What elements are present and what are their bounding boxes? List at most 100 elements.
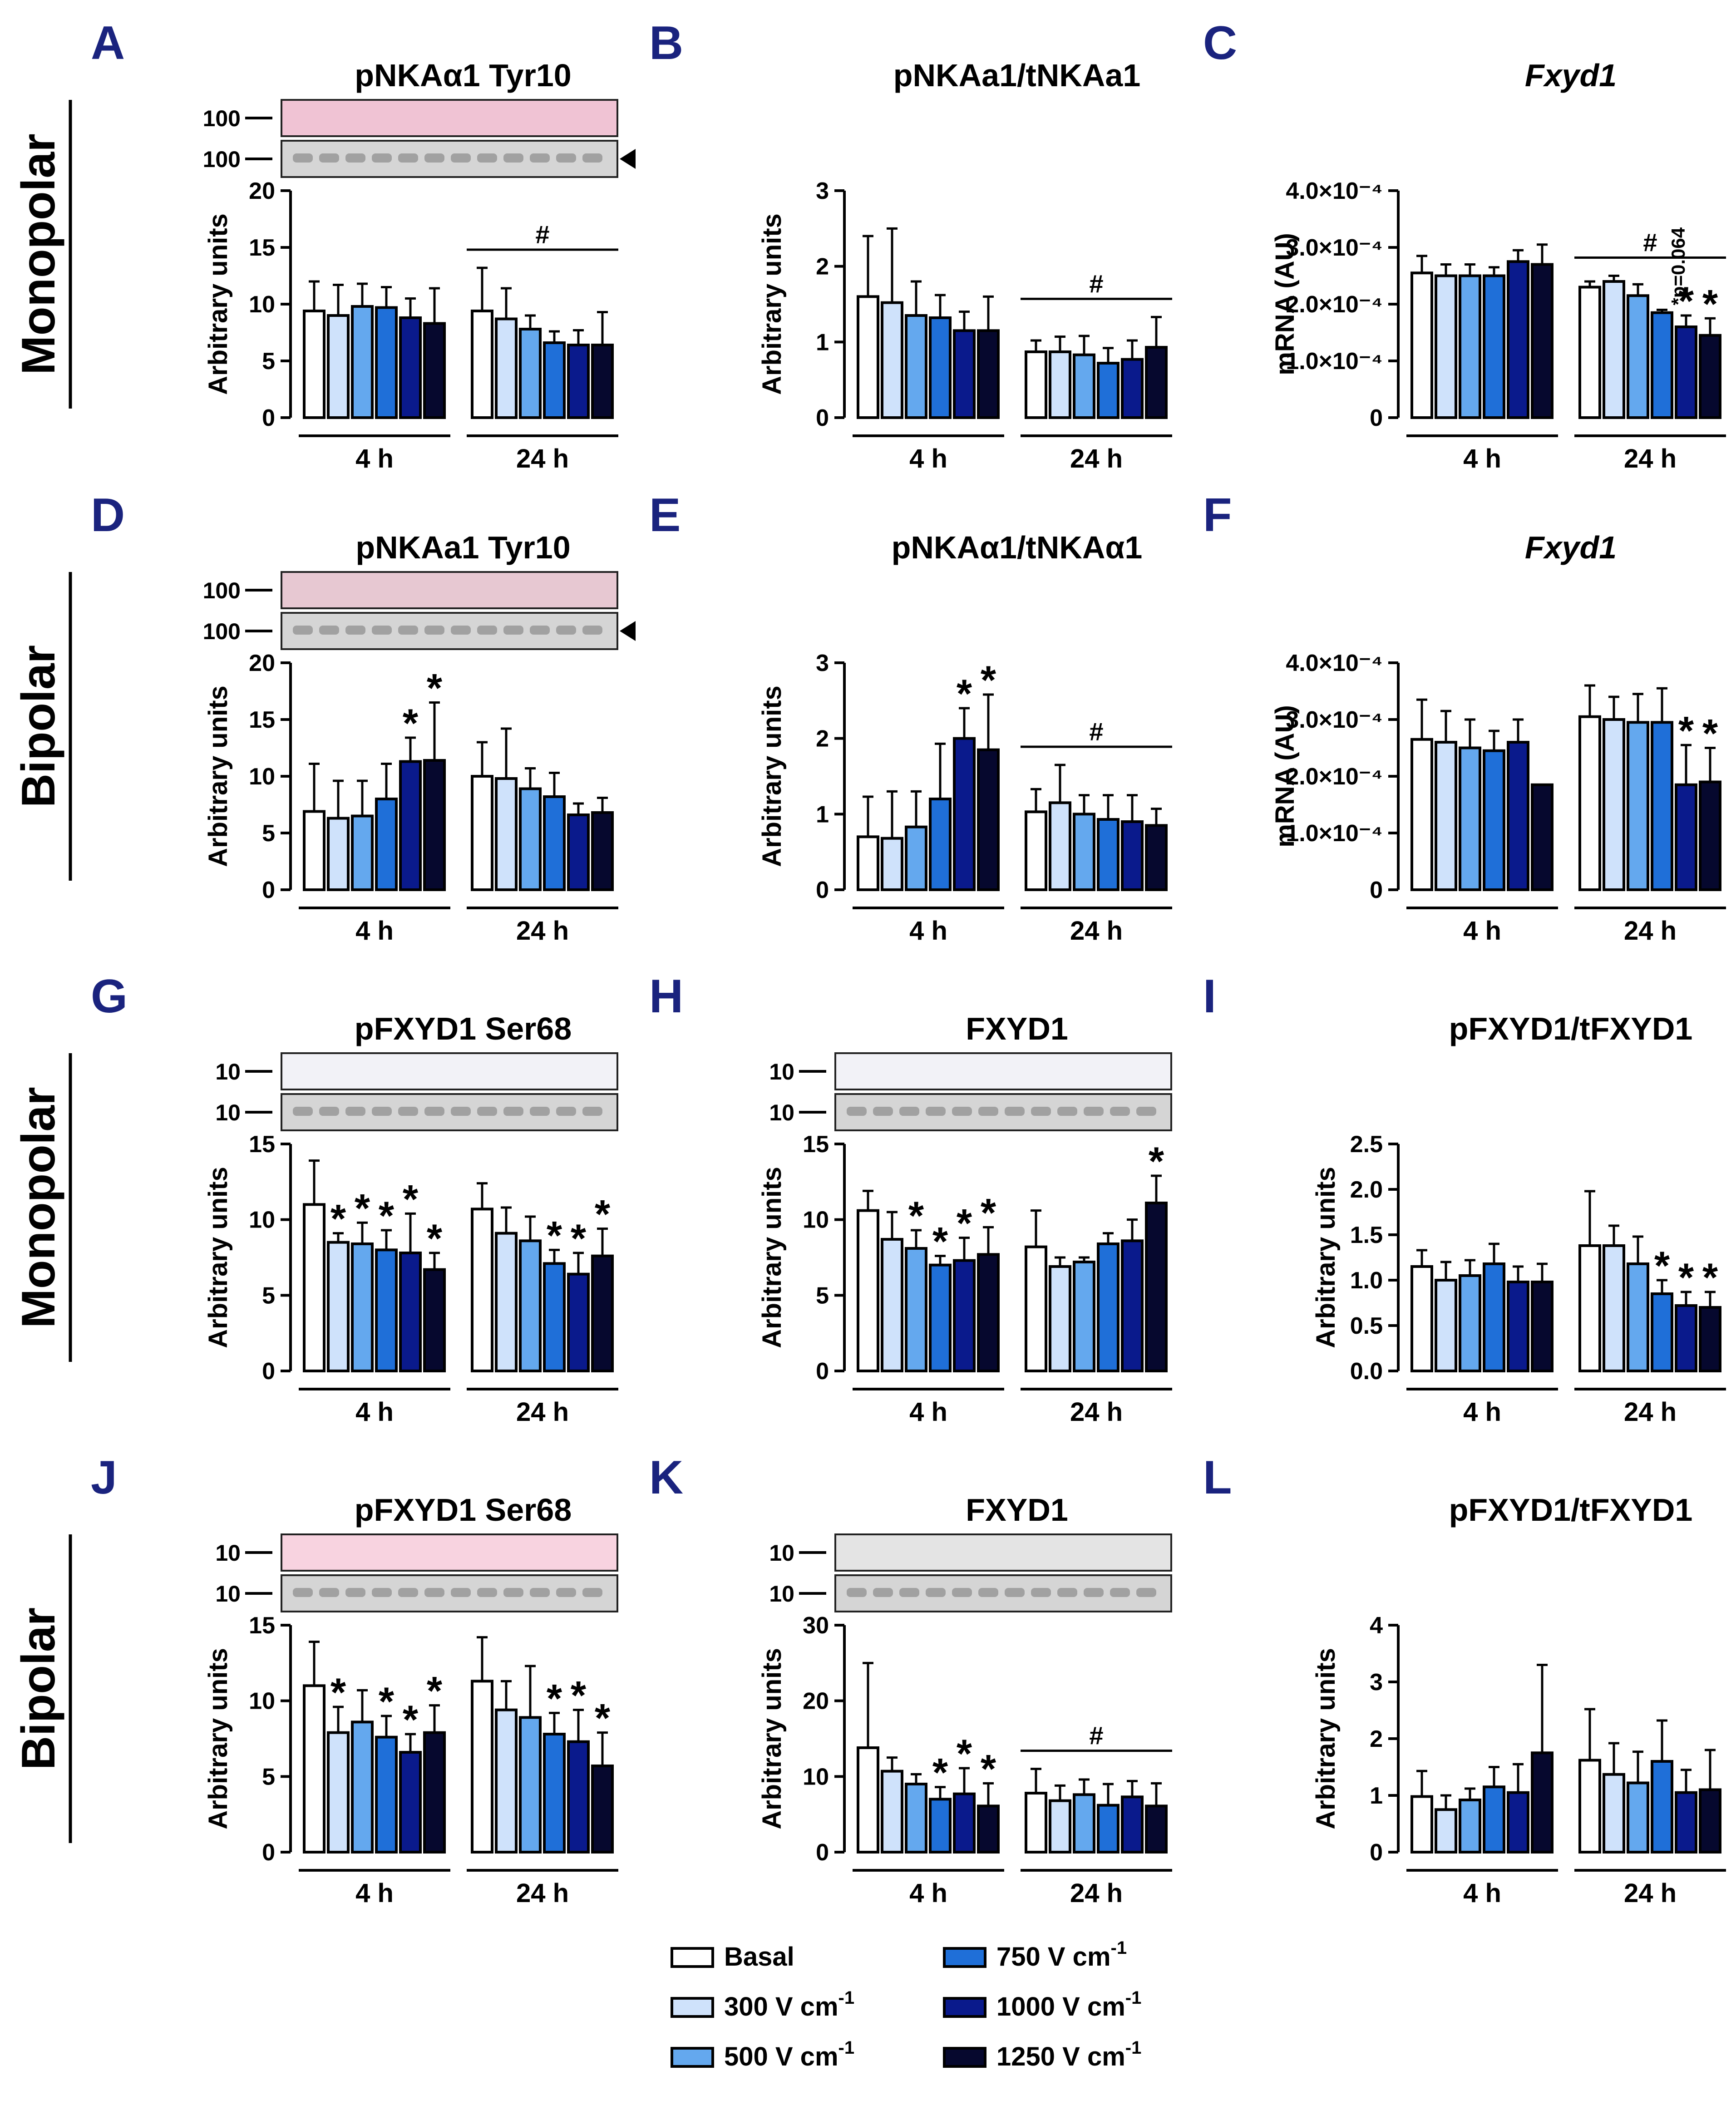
blot-band	[1136, 1107, 1156, 1116]
group-label: 4 h	[909, 916, 947, 946]
legend-text: 500 V cm	[724, 2042, 838, 2071]
mw-marker: 10	[769, 1540, 794, 1566]
blot-band	[424, 626, 444, 635]
blot-band	[582, 1107, 602, 1116]
blot-band	[873, 1107, 893, 1116]
blot-band	[1110, 1588, 1130, 1597]
significance-star: *	[403, 700, 419, 745]
y-axis-label: Arbitrary units	[203, 1648, 233, 1829]
bar	[591, 1765, 614, 1854]
blot-band	[477, 626, 497, 635]
bar	[1097, 818, 1120, 891]
row-label: Bipolar	[12, 645, 65, 808]
bar	[1603, 1773, 1625, 1854]
bar	[471, 775, 493, 891]
y-tick-label: 0	[262, 405, 275, 431]
bar	[1675, 783, 1697, 891]
p-value-note: *p=0.064	[1667, 227, 1689, 305]
bar	[1507, 741, 1529, 891]
y-tick-label: 30	[803, 1612, 829, 1639]
legend-label: 300 V cm-1	[724, 1988, 854, 2021]
legend-swatch	[943, 1947, 986, 1968]
bar	[1483, 749, 1505, 891]
y-axis-label: Arbitrary units	[757, 685, 787, 867]
y-tick-label: 0	[1370, 1839, 1383, 1866]
bar	[905, 314, 927, 419]
blot-band	[293, 153, 313, 163]
chart-title: Fxyd1	[1525, 58, 1617, 93]
blot-band	[319, 626, 339, 635]
bar	[953, 329, 976, 419]
panel-F: F Fxyd1 0 1.0×10⁻⁴ 2.0×10⁻⁴ 3.0×10⁻⁴ 4.0×10⁻⁴ m…	[1203, 489, 1726, 946]
y-tick-label: 3.0×10⁻⁴	[1286, 235, 1383, 261]
y-tick-label: 1	[816, 801, 829, 828]
group-label: 4 h	[1463, 444, 1501, 473]
significance-star: *	[1149, 1139, 1164, 1183]
blot-band	[503, 1107, 523, 1116]
bar	[929, 798, 952, 891]
y-tick-label: 10	[803, 1764, 829, 1790]
chart-title: FXYD1	[966, 1011, 1068, 1046]
y-tick-label: 1.0×10⁻⁴	[1286, 348, 1383, 375]
significance-star: *	[595, 1192, 611, 1237]
bar	[1603, 1244, 1625, 1372]
bar	[423, 322, 446, 419]
bar	[1675, 1304, 1697, 1372]
significance-star: *	[427, 666, 443, 710]
significance-star: *	[547, 1676, 562, 1720]
bar	[1435, 1808, 1457, 1854]
band-arrow-icon	[620, 149, 636, 169]
bar	[1097, 1804, 1120, 1854]
blot-band	[530, 626, 550, 635]
y-tick-label: 10	[249, 1207, 275, 1233]
bar	[567, 1272, 590, 1373]
significance-star: *	[330, 1670, 346, 1715]
ponceau-strip	[281, 571, 618, 609]
y-tick-label: 20	[249, 650, 275, 676]
y-tick-label: 4.0×10⁻⁴	[1286, 650, 1383, 676]
y-axis-label: Arbitrary units	[757, 213, 787, 395]
mw-marker: 100	[203, 147, 241, 172]
bar	[1651, 311, 1673, 419]
legend-exponent: -1	[1111, 1938, 1127, 1958]
bar	[1049, 801, 1071, 892]
panel-letter: K	[649, 1451, 683, 1504]
y-tick-label: 0	[262, 877, 275, 903]
blot-band	[556, 153, 576, 163]
bar	[1459, 1274, 1481, 1372]
blot-band	[477, 1107, 497, 1116]
bar	[351, 814, 374, 891]
blot-band	[503, 153, 523, 163]
bar	[303, 1203, 326, 1372]
bar	[1699, 1306, 1721, 1372]
bar	[857, 295, 879, 419]
bar	[1531, 1751, 1554, 1854]
blot-band	[424, 1588, 444, 1597]
blot-band	[926, 1107, 946, 1116]
blot-band	[424, 153, 444, 163]
bar	[881, 1770, 903, 1854]
blot-band	[1084, 1588, 1104, 1597]
blot-band	[1005, 1107, 1025, 1116]
group-label: 24 h	[1070, 1397, 1123, 1427]
y-axis-label: Arbitrary units	[1311, 1167, 1341, 1348]
row-labels: Monopolar Bipolar Monopolar Bipolar	[12, 100, 72, 1843]
bar	[857, 1209, 879, 1373]
blot-band	[345, 1588, 365, 1597]
y-tick-label: 15	[249, 707, 275, 733]
legend-swatch	[671, 2047, 714, 2068]
mw-marker: 100	[203, 106, 241, 131]
group-label: 24 h	[1624, 1397, 1677, 1427]
bar	[1073, 353, 1095, 419]
significance-star: *	[957, 671, 972, 716]
blot-band	[952, 1588, 972, 1597]
legend-label: Basal	[724, 1942, 794, 1972]
row-label: Bipolar	[12, 1607, 65, 1770]
bar	[1578, 1759, 1601, 1854]
bar	[1435, 741, 1457, 891]
bar	[1121, 358, 1144, 419]
